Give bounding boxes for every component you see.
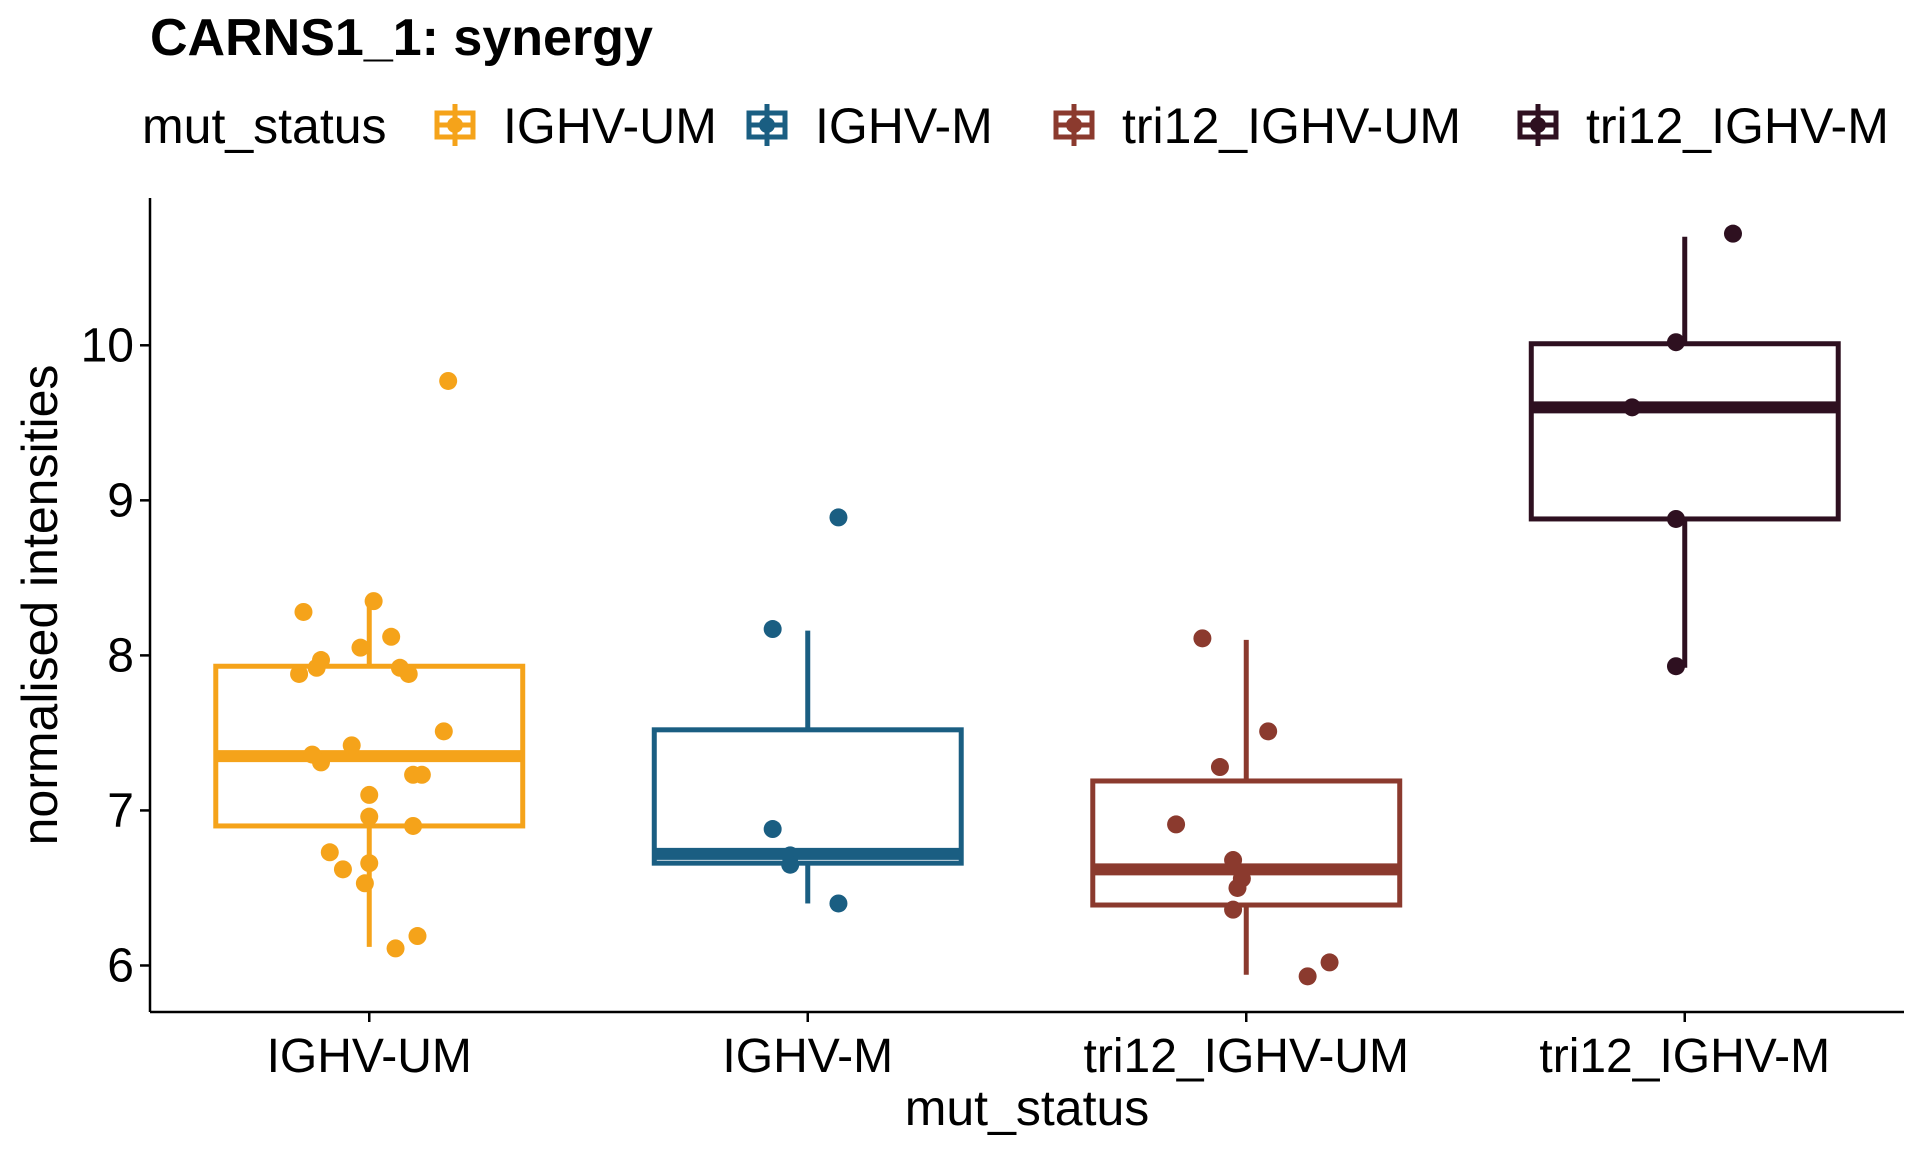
y-tick-label: 7 (107, 784, 134, 837)
data-point (333, 860, 352, 879)
points-tri12_IGHV-UM (1167, 629, 1339, 986)
points-tri12_IGHV-M (1623, 224, 1742, 676)
legend-label: IGHV-UM (503, 98, 717, 154)
data-point (1259, 722, 1278, 741)
data-point (1623, 398, 1642, 417)
x-tick-label: IGHV-UM (267, 1030, 472, 1083)
points-IGHV-UM (290, 371, 458, 958)
data-point (781, 855, 800, 874)
legend-key-point (1066, 117, 1082, 133)
data-point (1193, 629, 1212, 648)
data-point (290, 664, 309, 683)
legend-item-tri12_IGHV-M: tri12_IGHV-M (1517, 98, 1889, 154)
data-point (408, 927, 427, 946)
legend-label: IGHV-M (815, 98, 993, 154)
boxplot-tri12_IGHV-UM (1090, 639, 1403, 975)
data-point (1723, 224, 1742, 243)
data-point (1320, 953, 1339, 972)
data-point (1228, 878, 1247, 897)
data-point (382, 627, 401, 646)
box (1528, 341, 1841, 522)
data-point (1666, 333, 1685, 352)
data-point (320, 843, 339, 862)
data-point (412, 765, 431, 784)
data-point (342, 736, 361, 755)
data-point (1224, 900, 1243, 919)
data-point (1167, 815, 1186, 834)
boxplot-IGHV-M (651, 630, 964, 904)
data-point (1666, 509, 1685, 528)
legend-key-point (1530, 117, 1546, 133)
data-point (1298, 967, 1317, 986)
legend-label: tri12_IGHV-M (1586, 98, 1889, 154)
data-point (404, 816, 423, 835)
data-point (360, 807, 379, 826)
data-point (355, 874, 374, 893)
x-axis-title: mut_status (905, 1080, 1150, 1136)
data-point (1666, 657, 1685, 676)
x-tick-label: IGHV-M (722, 1030, 893, 1083)
data-point (763, 820, 782, 839)
plot-area: 6 7 8 9 10 IGHV-UM IGHV-M tri12_IGHV-UM tri12_I… (81, 198, 1904, 1083)
data-point (1224, 851, 1243, 870)
legend-key-point (759, 117, 775, 133)
y-tick-label: 8 (107, 629, 134, 682)
y-tick-label: 10 (81, 319, 134, 372)
points-IGHV-M (763, 508, 848, 913)
data-point (364, 592, 383, 611)
x-tick-label: tri12_IGHV-UM (1084, 1030, 1409, 1083)
y-axis-title: normalised intensities (12, 365, 68, 846)
data-point (829, 508, 848, 527)
chart-title: CARNS1_1: synergy (150, 9, 653, 67)
data-point (360, 785, 379, 804)
data-point (307, 658, 326, 677)
data-point (434, 722, 453, 741)
legend: mut_status IGHV-UM IGHV-M tri12_IGHV-UM tri… (142, 98, 1889, 154)
legend-item-IGHV-M: IGHV-M (746, 98, 993, 154)
legend-key-point (447, 117, 463, 133)
data-point (439, 371, 458, 390)
data-point (829, 894, 848, 913)
y-tick-label: 9 (107, 474, 134, 527)
data-point (294, 602, 313, 621)
data-point (399, 664, 418, 683)
data-point (386, 939, 405, 958)
x-tick-label: tri12_IGHV-M (1539, 1030, 1830, 1083)
box (1090, 778, 1403, 908)
legend-label: tri12_IGHV-UM (1122, 98, 1461, 154)
data-point (351, 638, 370, 657)
box (213, 663, 526, 829)
box (651, 727, 964, 866)
legend-item-tri12_IGHV-UM: tri12_IGHV-UM (1053, 98, 1461, 154)
data-point (360, 854, 379, 873)
legend-title: mut_status (142, 98, 387, 154)
data-point (763, 620, 782, 639)
data-point (303, 745, 322, 764)
boxplot-tri12_IGHV-M (1528, 236, 1841, 668)
data-point (1210, 758, 1229, 777)
legend-item-IGHV-UM: IGHV-UM (434, 98, 717, 154)
boxplot-IGHV-UM (213, 601, 526, 947)
y-tick-label: 6 (107, 939, 134, 992)
